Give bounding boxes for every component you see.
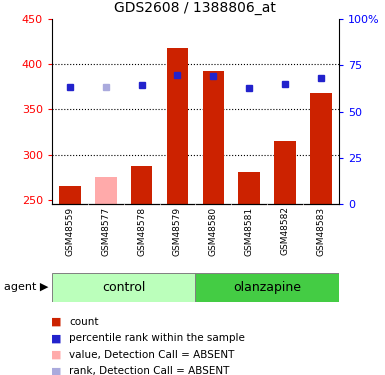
- Text: ■: ■: [50, 317, 61, 327]
- Text: GSM48580: GSM48580: [209, 206, 218, 255]
- Bar: [195, 273, 339, 302]
- Text: GSM48583: GSM48583: [316, 206, 325, 255]
- Bar: [274, 141, 296, 204]
- Bar: [238, 172, 260, 204]
- Text: GSM48559: GSM48559: [65, 206, 74, 255]
- Text: olanzapine: olanzapine: [233, 281, 301, 294]
- Text: control: control: [102, 281, 146, 294]
- Bar: [52, 273, 195, 302]
- Text: ■: ■: [50, 350, 61, 360]
- Text: ■: ■: [50, 333, 61, 343]
- Text: GSM48581: GSM48581: [244, 206, 254, 255]
- Text: rank, Detection Call = ABSENT: rank, Detection Call = ABSENT: [69, 366, 230, 375]
- Title: GDS2608 / 1388806_at: GDS2608 / 1388806_at: [114, 1, 276, 15]
- Text: percentile rank within the sample: percentile rank within the sample: [69, 333, 245, 343]
- Bar: [167, 48, 188, 204]
- Text: count: count: [69, 317, 99, 327]
- Text: GSM48579: GSM48579: [173, 206, 182, 255]
- Text: ■: ■: [50, 366, 61, 375]
- Bar: [95, 177, 117, 204]
- Bar: [203, 71, 224, 204]
- Text: GSM48578: GSM48578: [137, 206, 146, 255]
- Text: value, Detection Call = ABSENT: value, Detection Call = ABSENT: [69, 350, 235, 360]
- Text: GSM48577: GSM48577: [101, 206, 110, 255]
- Bar: [131, 166, 152, 204]
- Text: agent ▶: agent ▶: [4, 282, 48, 292]
- Text: GSM48582: GSM48582: [281, 206, 290, 255]
- Bar: [59, 186, 81, 204]
- Bar: [310, 93, 331, 204]
